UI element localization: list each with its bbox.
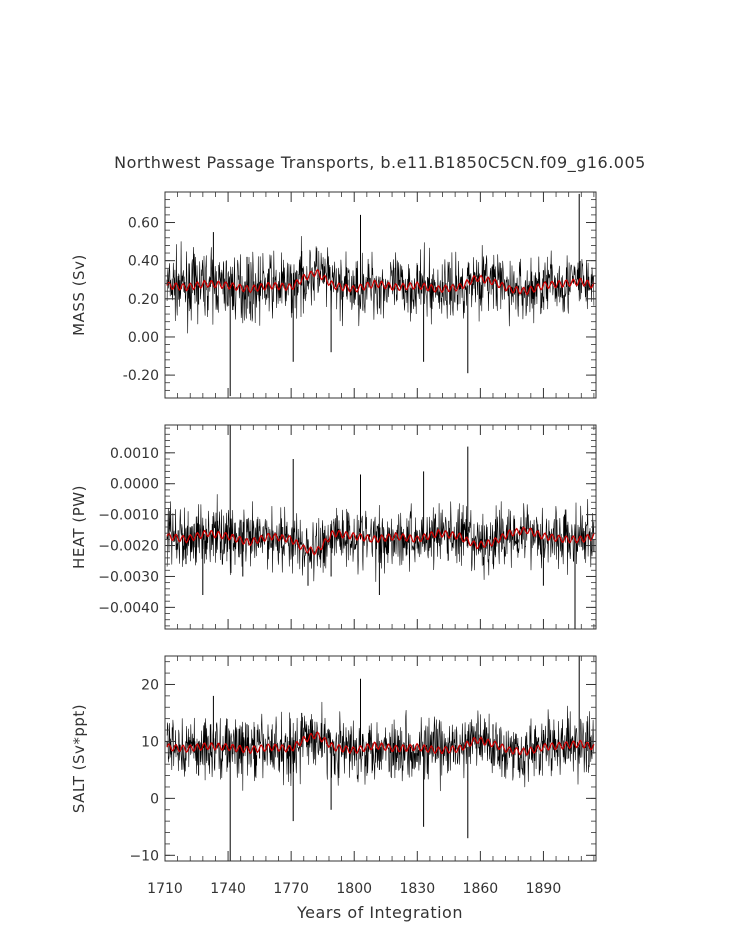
y-axis-label: SALT (Sv*ppt) xyxy=(70,704,88,813)
panel-mass: -0.20 0.00 0.20 0.40 0.60 MASS (Sv) xyxy=(70,191,597,399)
y-tick-label: −0.0030 xyxy=(98,569,159,585)
smoothed-trace xyxy=(166,731,595,756)
y-tick-label: 0.60 xyxy=(128,216,159,232)
y-tick-label: −0.0020 xyxy=(98,539,159,555)
y-tick-label: 0.00 xyxy=(128,330,159,346)
x-axis-label: Years of Integration xyxy=(296,903,463,922)
y-tick-label: 0 xyxy=(150,791,159,807)
y-tick-label: −10 xyxy=(129,848,159,864)
panel-frame xyxy=(164,655,597,862)
y-tick-label: 10 xyxy=(141,734,159,750)
y-tick-label: 0.0000 xyxy=(110,477,159,493)
chart-title: Northwest Passage Transports, b.e11.B185… xyxy=(114,153,646,173)
y-tick-label: 0.40 xyxy=(128,254,159,270)
x-tick-label: 1710 xyxy=(147,881,183,897)
raw-trace xyxy=(166,494,595,582)
y-tick-label: 0.20 xyxy=(128,292,159,308)
smoothed-trace xyxy=(166,526,595,556)
panel-frame xyxy=(164,191,597,399)
raw-trace xyxy=(166,701,595,792)
raw-trace xyxy=(166,236,595,334)
y-tick-label: 20 xyxy=(141,677,159,693)
x-tick-label: 1860 xyxy=(463,881,499,897)
panel-heat: −0.0040 −0.0030 −0.0020 −0.0010 0.0000 0.0010… xyxy=(70,424,597,630)
y-tick-label: −0.0010 xyxy=(98,508,159,524)
x-tick-label: 1740 xyxy=(210,881,246,897)
x-tick-label: 1800 xyxy=(336,881,372,897)
x-tick-label: 1890 xyxy=(526,881,562,897)
y-tick-label: −0.0040 xyxy=(98,600,159,616)
panel-salt: −10 0 10 20 SALT (Sv*ppt) xyxy=(70,655,597,864)
x-tick-label: 1770 xyxy=(273,881,309,897)
y-tick-label: 0.0010 xyxy=(110,446,159,462)
y-tick-label: -0.20 xyxy=(123,368,159,384)
y-axis-label: MASS (Sv) xyxy=(70,254,88,336)
panel-frame xyxy=(164,424,597,630)
y-axis-label: HEAT (PW) xyxy=(70,485,88,569)
smoothed-trace xyxy=(166,268,595,296)
x-tick-label: 1830 xyxy=(399,881,435,897)
